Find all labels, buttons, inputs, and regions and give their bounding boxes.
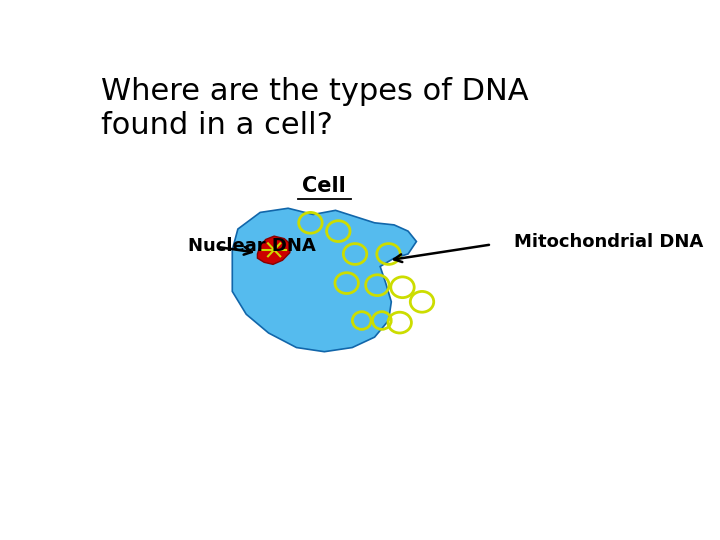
Text: Nuclear DNA: Nuclear DNA [188, 237, 315, 255]
Polygon shape [233, 208, 416, 352]
Text: Mitochondrial DNA: Mitochondrial DNA [514, 233, 703, 251]
Text: Where are the types of DNA
found in a cell?: Where are the types of DNA found in a ce… [101, 77, 528, 140]
Text: Cell: Cell [302, 176, 346, 196]
Polygon shape [258, 236, 291, 265]
